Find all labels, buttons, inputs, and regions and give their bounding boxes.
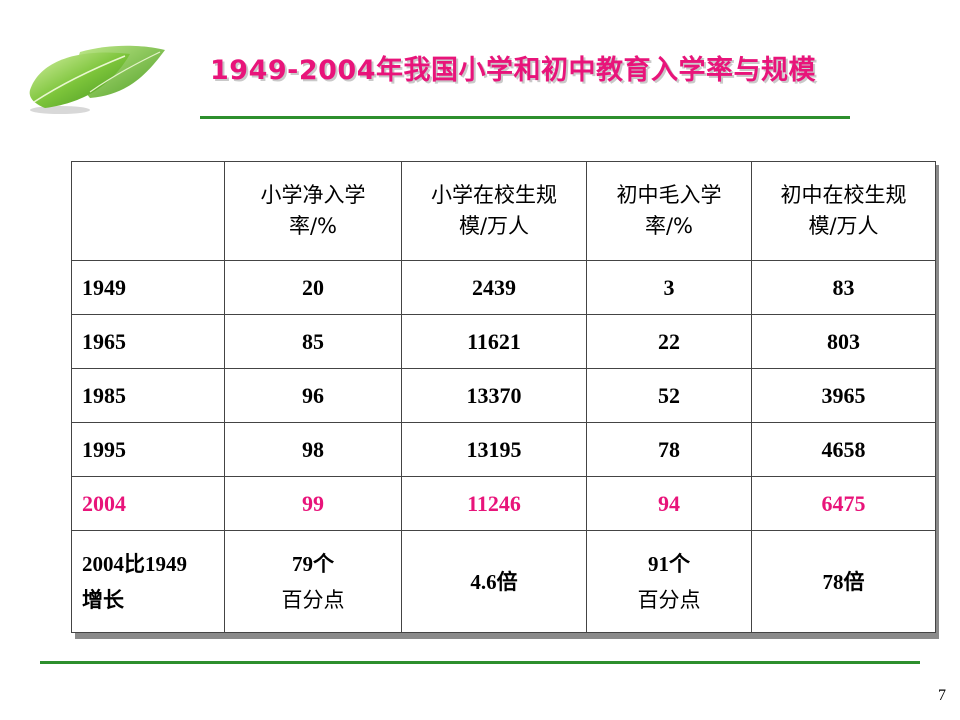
table-cell: 94 [586, 476, 752, 531]
table-row: 1949 20 2439 3 83 [71, 260, 936, 315]
growth-cell: 4.6倍 [401, 530, 587, 633]
table-cell: 52 [586, 368, 752, 423]
title-underline [200, 116, 850, 119]
growth-label-cell: 2004比1949 增长 [71, 530, 225, 633]
table-cell: 3965 [751, 368, 936, 423]
growth-value-line2: 百分点 [281, 587, 345, 612]
table-cell: 6475 [751, 476, 936, 531]
year-cell: 1985 [71, 368, 225, 423]
year-cell: 1949 [71, 260, 225, 315]
header-cell: 初中在校生规 模/万人 [751, 161, 936, 261]
table-cell: 4658 [751, 422, 936, 477]
table-cell: 83 [751, 260, 936, 315]
table-header-row: 小学净入学 率/% 小学在校生规 模/万人 初中毛入学 率/% 初中在校生规 模/万人 [71, 161, 936, 261]
growth-label-line1: 2004比1949 [82, 551, 187, 576]
footer-rule [40, 661, 920, 664]
table-cell: 11621 [401, 314, 587, 369]
enrollment-table: 小学净入学 率/% 小学在校生规 模/万人 初中毛入学 率/% 初中在校生规 模/万人 … [71, 161, 936, 633]
year-cell: 1965 [71, 314, 225, 369]
header-cell: 小学净入学 率/% [224, 161, 402, 261]
table-cell: 22 [586, 314, 752, 369]
growth-cell: 78倍 [751, 530, 936, 633]
page-title: 1949-2004年我国小学和初中教育入学率与规模 [210, 55, 816, 86]
leaf-icon [29, 45, 165, 114]
table-row: 1965 85 11621 22 803 [71, 314, 936, 369]
table-cell: 13370 [401, 368, 587, 423]
table-cell: 2439 [401, 260, 587, 315]
growth-row: 2004比1949 增长 79个 百分点 4.6倍 91个 百分点 78倍 [71, 530, 936, 633]
growth-value-line1: 91个 [648, 551, 690, 576]
table-cell: 3 [586, 260, 752, 315]
year-cell: 2004 [71, 476, 225, 531]
table-cell: 13195 [401, 422, 587, 477]
header-cell: 初中毛入学 率/% [586, 161, 752, 261]
growth-label-line2: 增长 [82, 587, 124, 612]
page-number: 7 [938, 687, 946, 704]
table-row: 1985 96 13370 52 3965 [71, 368, 936, 423]
table-cell: 98 [224, 422, 402, 477]
table-cell: 78 [586, 422, 752, 477]
header-cell: 小学在校生规 模/万人 [401, 161, 587, 261]
growth-value-line2: 百分点 [637, 587, 701, 612]
header-cell-empty [71, 161, 225, 261]
growth-cell: 91个 百分点 [586, 530, 752, 633]
table-cell: 11246 [401, 476, 587, 531]
table-cell: 99 [224, 476, 402, 531]
table-row-highlighted: 2004 99 11246 94 6475 [71, 476, 936, 531]
table-row: 1995 98 13195 78 4658 [71, 422, 936, 477]
growth-value-line1: 79个 [292, 551, 334, 576]
growth-cell: 79个 百分点 [224, 530, 402, 633]
table-cell: 96 [224, 368, 402, 423]
table-cell: 803 [751, 314, 936, 369]
table-cell: 20 [224, 260, 402, 315]
table-cell: 85 [224, 314, 402, 369]
year-cell: 1995 [71, 422, 225, 477]
enrollment-table-container: 小学净入学 率/% 小学在校生规 模/万人 初中毛入学 率/% 初中在校生规 模/万人 … [71, 161, 939, 639]
